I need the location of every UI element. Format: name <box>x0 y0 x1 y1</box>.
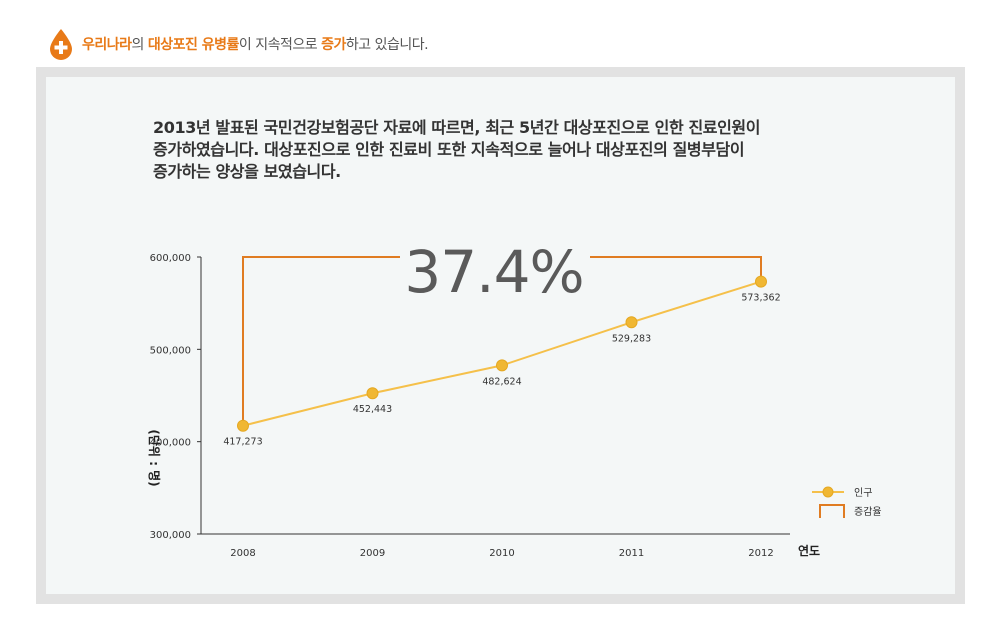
legend-label-population: 인구 <box>854 487 872 499</box>
x-tick-label: 2011 <box>619 548 644 559</box>
description-line: 증가하였습니다. 대상포진으로 인한 진료비 또한 지속적으로 늘어나 대상포진… <box>153 140 745 159</box>
header-highlight: 우리나라 <box>82 37 132 53</box>
header-text: 우리나라의 대상포진 유병률이 지속적으로 증가하고 있습니다. <box>82 34 429 54</box>
x-tick-label: 2008 <box>230 548 255 559</box>
increase-rate-label: 37.4% <box>404 238 583 306</box>
header-segment: 이 지속적으로 <box>238 37 322 53</box>
header-highlight: 대상포진 유병률 <box>147 37 240 53</box>
data-label: 529,283 <box>612 333 651 344</box>
content-frame: 2013년 발표된 국민건강보험공단 자료에 따르면, 최근 5년간 대상포진으… <box>36 67 965 604</box>
data-point <box>237 419 249 432</box>
header-segment: 의 <box>131 37 148 53</box>
header-highlight: 증가 <box>321 37 346 53</box>
header: 우리나라의 대상포진 유병률이 지속적으로 증가하고 있습니다. <box>48 28 429 60</box>
y-tick-label: 400,000 <box>150 438 191 449</box>
description-line: 2013년 발표된 국민건강보험공단 자료에 따르면, 최근 5년간 대상포진으… <box>153 118 761 137</box>
y-axis-label: (단위 : 명) <box>147 429 162 486</box>
bracket-label-background <box>400 230 590 290</box>
data-point <box>366 387 379 400</box>
x-tick-label: 2009 <box>360 548 385 559</box>
description: 2013년 발표된 국민건강보험공단 자료에 따르면, 최근 5년간 대상포진으… <box>153 117 853 183</box>
description-line: 증가하는 양상을 보였습니다. <box>153 162 341 181</box>
x-tick-label: 2012 <box>748 548 773 559</box>
y-tick-label: 300,000 <box>150 530 191 541</box>
legend-label-increase: 증감율 <box>854 506 882 518</box>
legend-marker-swatch <box>822 486 834 498</box>
content-panel: 2013년 발표된 국민건강보험공단 자료에 따르면, 최근 5년간 대상포진으… <box>46 77 955 594</box>
header-segment: 하고 있습니다. <box>345 37 429 53</box>
medical-drop-icon <box>50 29 72 60</box>
data-label: 573,362 <box>741 293 780 304</box>
data-label: 452,443 <box>353 404 392 415</box>
data-label: 482,624 <box>482 376 521 387</box>
x-axis-label: 연도 <box>798 543 820 558</box>
data-label: 417,273 <box>223 437 262 448</box>
x-tick-label: 2010 <box>489 548 514 559</box>
data-point <box>755 275 767 288</box>
y-tick-label: 600,000 <box>150 253 191 264</box>
legend-bracket-swatch <box>819 504 845 518</box>
data-point <box>496 359 508 372</box>
y-tick-label: 500,000 <box>150 345 191 356</box>
data-point <box>625 316 638 329</box>
